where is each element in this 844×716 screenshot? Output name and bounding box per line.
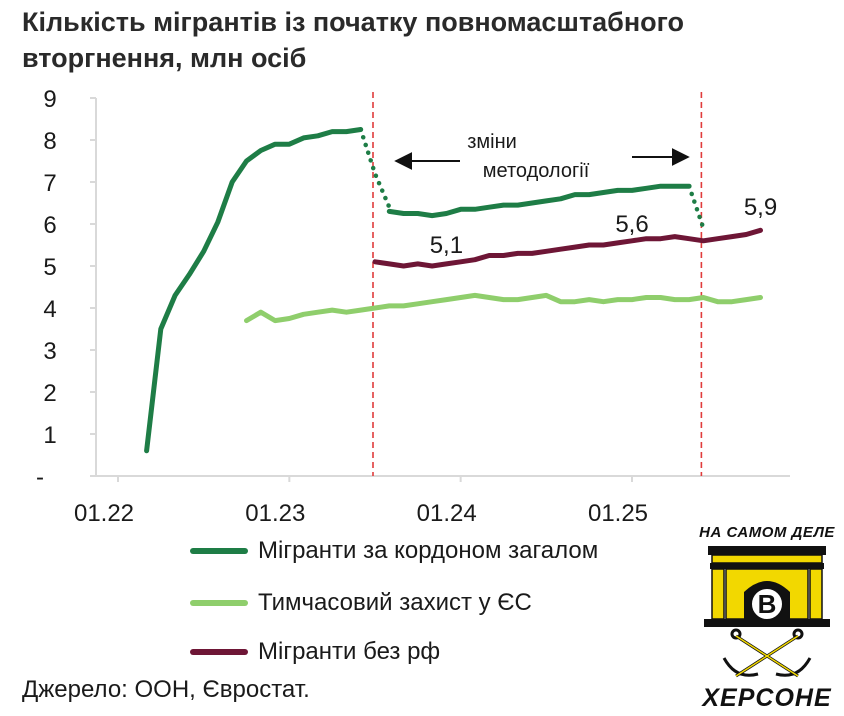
x-tick-label: 01.25 xyxy=(588,500,648,527)
logo-bottom-text: ХЕРСОНЕ xyxy=(702,684,832,712)
y-tick-label: 9 xyxy=(43,86,56,113)
y-tick-label: 6 xyxy=(43,212,56,239)
y-tick-label: 3 xyxy=(43,338,56,365)
y-tick-label: 8 xyxy=(43,128,56,155)
note-line-2: методології xyxy=(483,160,590,182)
y-tick-label: - xyxy=(36,464,44,491)
legend-swatch-temporary-protection xyxy=(190,600,248,606)
axes: - 1 2 3 4 5 6 7 8 9 01.22 01.23 01.24 01.25 xyxy=(36,86,790,527)
series-dotted-segment-0 xyxy=(358,127,392,210)
legend-label-without-russia: Мігранти без рф xyxy=(258,638,441,665)
y-tick-label: 1 xyxy=(43,422,56,449)
series-line-2 xyxy=(372,227,763,269)
series-line-0 xyxy=(386,183,692,219)
note-line-1: зміни xyxy=(467,131,517,153)
series-line-0 xyxy=(144,127,364,454)
legend-swatch-total xyxy=(190,548,248,554)
x-tick-label: 01.23 xyxy=(245,500,305,527)
methodology-note: зміни методології xyxy=(394,131,690,182)
value-annotation: 5,9 xyxy=(744,194,777,221)
logo-letter: В xyxy=(758,589,777,619)
y-tick-label: 2 xyxy=(43,380,56,407)
logo-top-text: НА САМОМ ДЕЛЕ xyxy=(699,524,835,541)
x-tick-label: 01.24 xyxy=(417,500,477,527)
watermark-logo: НА САМОМ ДЕЛЕ В ХЕРСОНЕ xyxy=(694,518,840,714)
value-annotation: 5,1 xyxy=(430,232,463,259)
source-note: Джерело: ООН, Євростат. xyxy=(22,676,310,703)
methodology-dividers xyxy=(372,92,703,476)
series-line-1 xyxy=(244,292,763,324)
y-tick-label: 5 xyxy=(43,254,56,281)
legend-label-total: Мігранти за кордоном загалом xyxy=(258,537,599,564)
y-tick-label: 4 xyxy=(43,296,56,323)
x-tick-label: 01.22 xyxy=(74,500,134,527)
legend-label-temporary-protection: Тимчасовий захист у ЄС xyxy=(258,589,532,616)
value-annotation: 5,6 xyxy=(615,211,648,238)
series-lines xyxy=(144,127,763,454)
logo-emblem-icon: В xyxy=(704,546,830,678)
series-dotted-segment-0 xyxy=(686,183,706,231)
y-tick-label: 7 xyxy=(43,170,56,197)
legend-swatch-without-russia xyxy=(190,649,248,655)
chart-title: Кількість мігрантів із початку повномасш… xyxy=(22,7,685,73)
value-annotations: 5,1 5,6 5,9 xyxy=(430,194,777,259)
